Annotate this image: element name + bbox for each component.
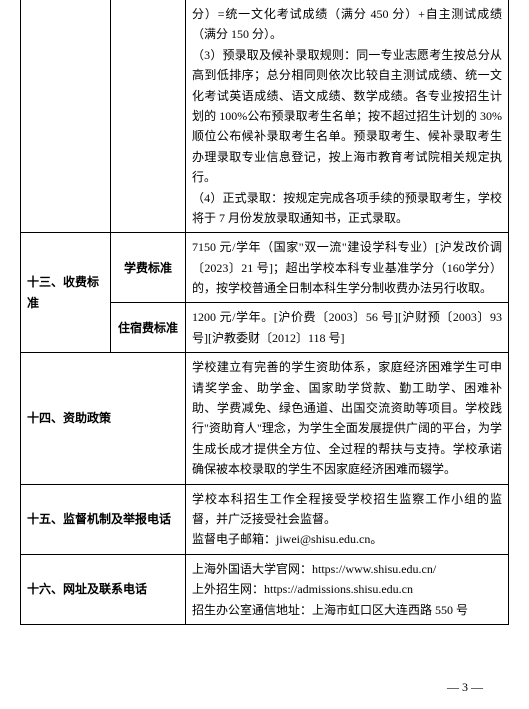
row13-tuition-text: 7150 元/学年（国家"双一流"建设学科专业）[沪发改价调〔2023〕21 号… <box>186 233 509 303</box>
table-row: 十三、收费标准 学费标准 7150 元/学年（国家"双一流"建设学科专业）[沪发… <box>21 233 509 303</box>
row13-label: 十三、收费标准 <box>21 233 111 353</box>
table-row: 十六、网址及联系电话 上海外国语大学官网：https://www.shisu.e… <box>21 554 509 624</box>
row12-content: 分）=统一文化考试成绩（满分 450 分）+自主测试成绩（满分 150 分）。 … <box>186 0 509 233</box>
row16-label: 十六、网址及联系电话 <box>21 554 186 624</box>
row15-text: 学校本科招生工作全程接受学校招生监察工作小组的监督，并广泛接受社会监督。 监督电… <box>186 484 509 554</box>
table-row: 分）=统一文化考试成绩（满分 450 分）+自主测试成绩（满分 150 分）。 … <box>21 0 509 233</box>
document-page: 分）=统一文化考试成绩（满分 450 分）+自主测试成绩（满分 150 分）。 … <box>0 0 529 625</box>
table-row: 十四、资助政策 学校建立有完善的学生资助体系，家庭经济困难学生可申请奖学金、助学… <box>21 353 509 484</box>
table-row: 十五、监督机制及举报电话 学校本科招生工作全程接受学校招生监察工作小组的监督，并… <box>21 484 509 554</box>
row12-label-cell <box>21 0 111 233</box>
row14-text: 学校建立有完善的学生资助体系，家庭经济困难学生可申请奖学金、助学金、国家助学贷款… <box>186 353 509 484</box>
row14-label: 十四、资助政策 <box>21 353 186 484</box>
row16-text: 上海外国语大学官网：https://www.shisu.edu.cn/ 上外招生… <box>186 554 509 624</box>
row13-tuition-label: 学费标准 <box>111 233 186 303</box>
row12-sub-cell <box>111 0 186 233</box>
row15-label: 十五、监督机制及举报电话 <box>21 484 186 554</box>
row13-dorm-text: 1200 元/学年。[沪价费〔2003〕56 号][沪财预〔2003〕93 号]… <box>186 303 509 353</box>
row13-dorm-label: 住宿费标准 <box>111 303 186 353</box>
page-number: — 3 — <box>447 680 483 695</box>
info-table: 分）=统一文化考试成绩（满分 450 分）+自主测试成绩（满分 150 分）。 … <box>20 0 509 625</box>
